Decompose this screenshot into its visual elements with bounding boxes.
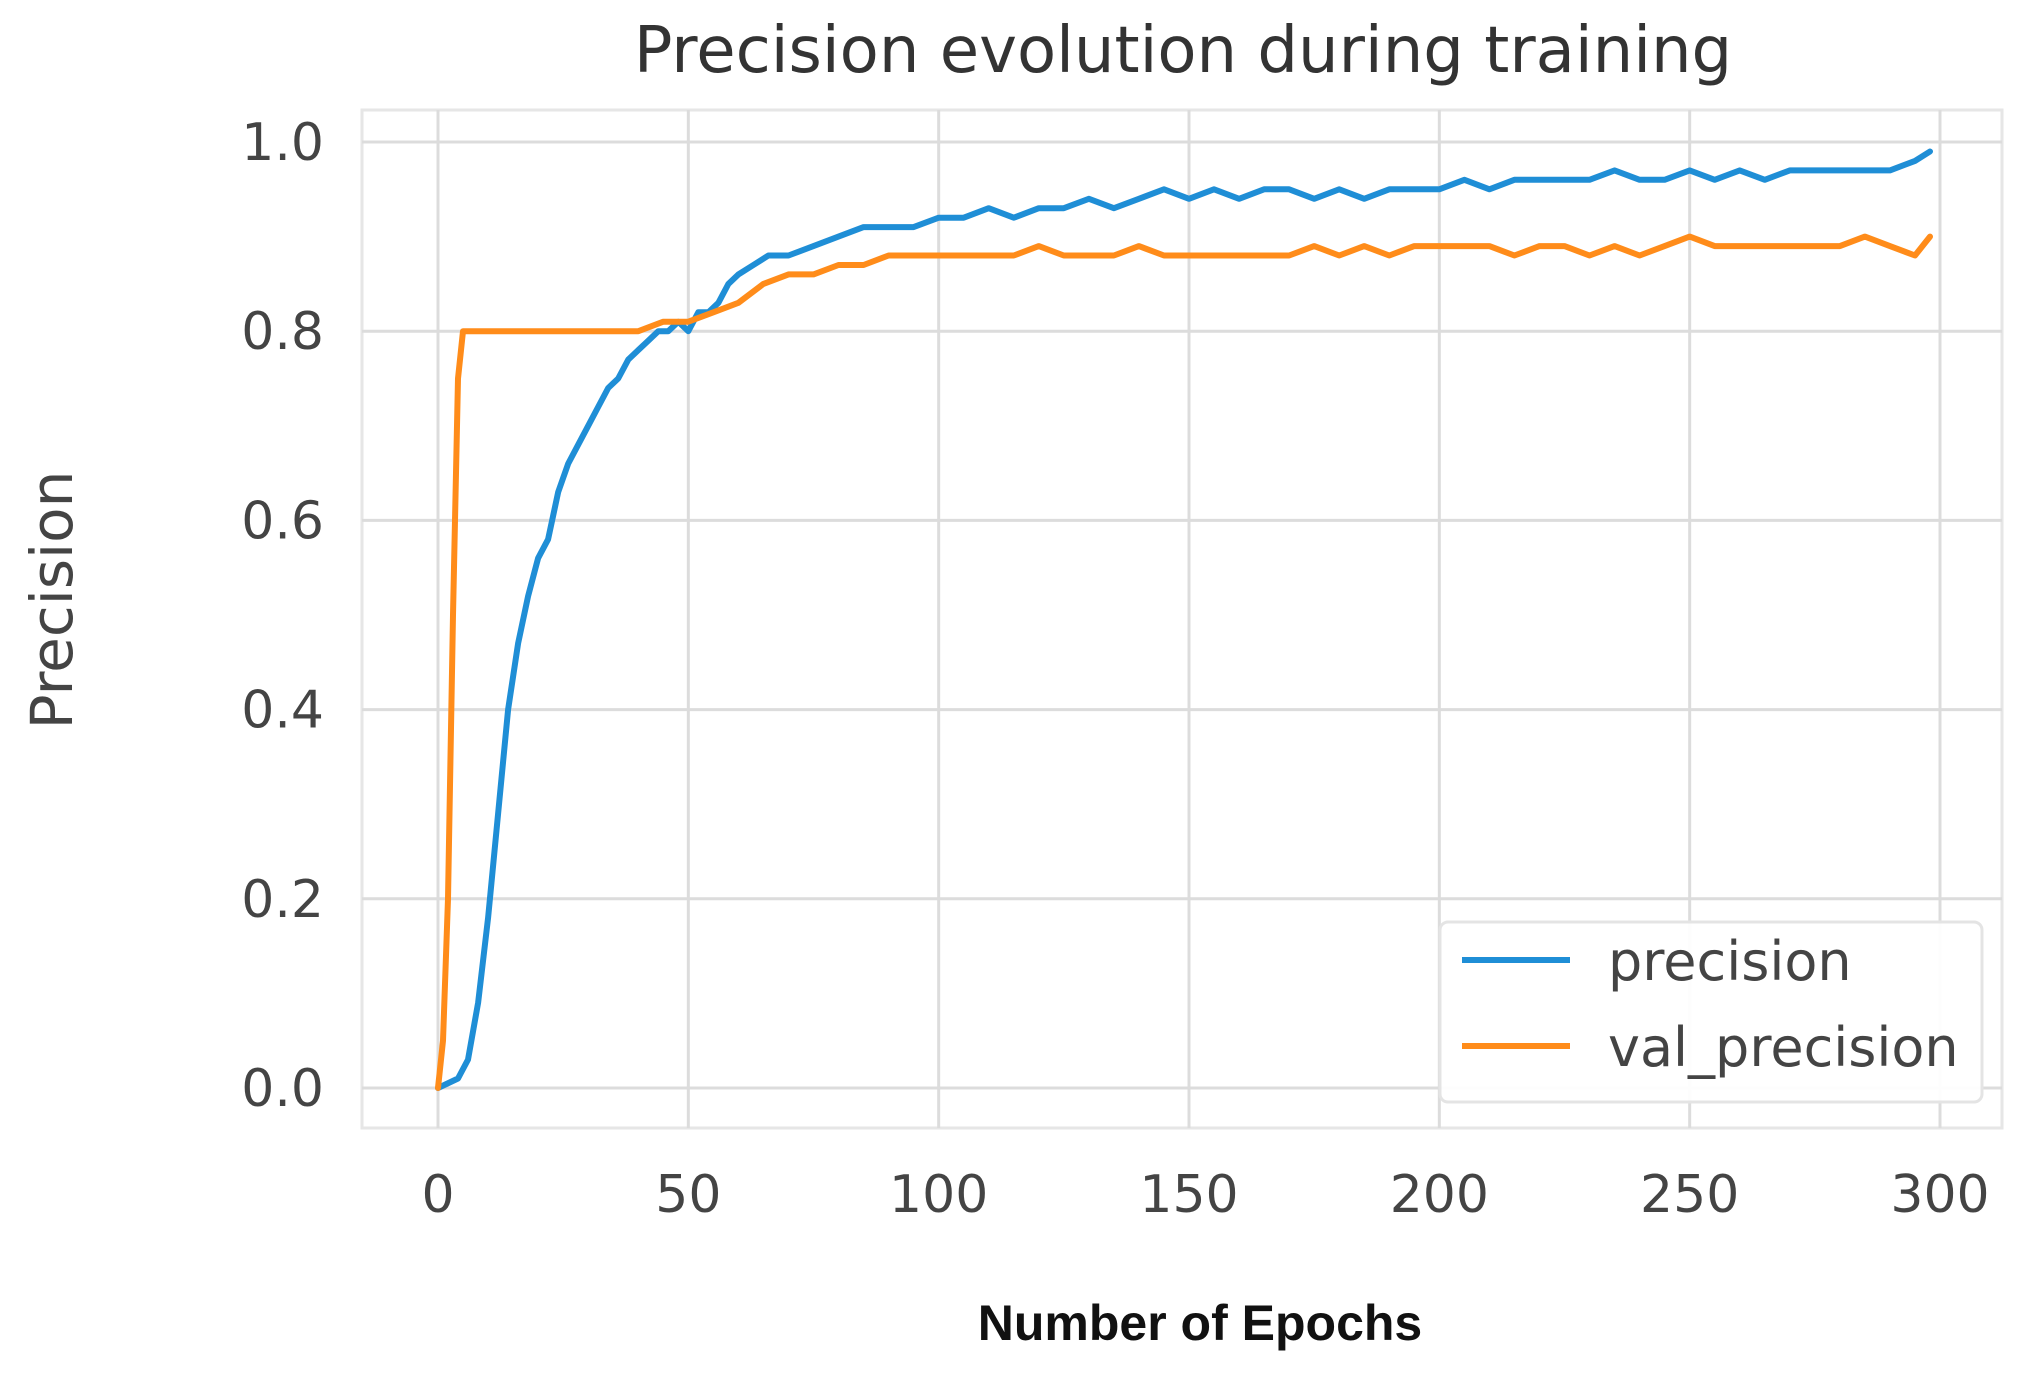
x-tick-label: 200 (1390, 1165, 1489, 1225)
x-tick-label: 50 (655, 1165, 721, 1225)
x-tick-label: 300 (1890, 1165, 1989, 1225)
y-axis-label: Precision (18, 471, 86, 730)
legend-box (1438, 920, 1984, 1104)
x-tick-label: 0 (421, 1165, 454, 1225)
x-axis-label: Number of Epochs (978, 1295, 1422, 1351)
y-tick-label: 0.6 (241, 491, 324, 551)
series-lines (435, 148, 1933, 1091)
legend: precision val_precision (1438, 920, 1984, 1104)
legend-label-precision: precision (1608, 930, 1852, 993)
y-tick-label: 0.4 (241, 681, 324, 741)
tick-labels: 0 50 100 150 200 250 300 0.0 0.2 0.4 0.6 0.8 1.0 (241, 113, 1989, 1225)
plot-frame (360, 108, 2004, 1130)
x-tick-label: 250 (1640, 1165, 1739, 1225)
series-line-val-precision (435, 233, 1933, 1091)
y-tick-label: 0.2 (241, 870, 324, 930)
series-line-precision (435, 148, 1933, 1091)
y-tick-label: 0.0 (241, 1059, 324, 1119)
chart-title: Precision evolution during training (634, 14, 1732, 88)
x-tick-label: 100 (889, 1165, 988, 1225)
y-tick-label: 1.0 (241, 113, 324, 173)
y-tick-label: 0.8 (241, 302, 324, 362)
legend-label-val-precision: val_precision (1608, 1016, 1959, 1079)
x-tick-label: 150 (1139, 1165, 1238, 1225)
